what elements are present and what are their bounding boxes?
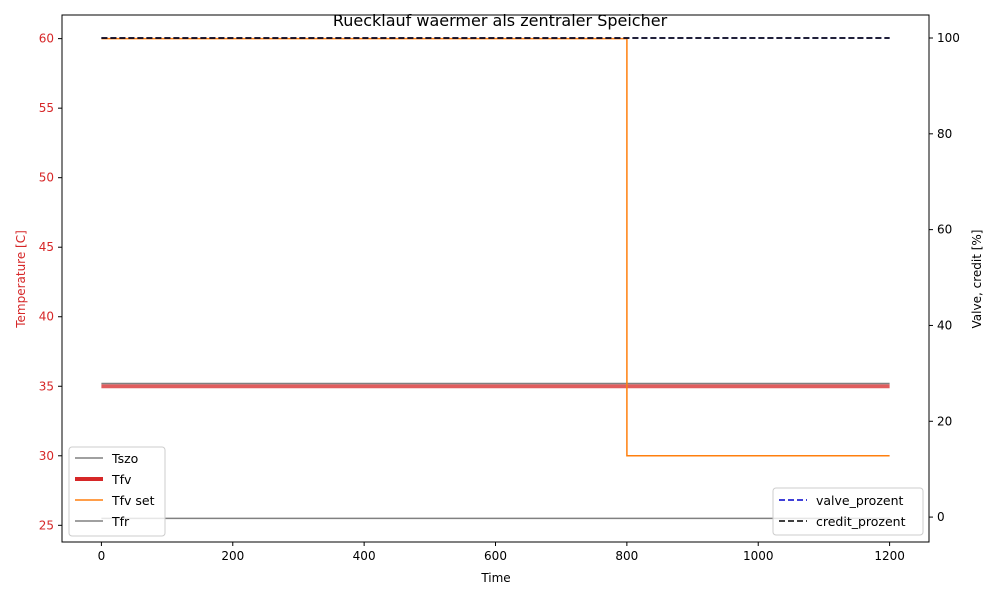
left-tick-label: 30 [39, 449, 54, 463]
left-tick-label: 40 [39, 310, 54, 324]
legend-right-label-1: credit_prozent [816, 514, 906, 529]
x-tick-label: 1000 [743, 549, 774, 563]
left-tick-label: 45 [39, 240, 54, 254]
right-tick-label: 40 [937, 318, 952, 332]
right-tick-label: 100 [937, 31, 960, 45]
x-axis-ticks: 0 200 400 600 800 1000 1200 [98, 542, 905, 563]
left-tick-label: 35 [39, 379, 54, 393]
series-layer [101, 37, 890, 520]
legend-right: valve_prozent credit_prozent [772, 487, 924, 536]
x-axis-label: Time [480, 571, 510, 585]
left-tick-label: 60 [39, 32, 54, 46]
legend-left-label-2: Tfv set [111, 493, 155, 508]
left-axis-label: Temperature [C] [14, 230, 28, 329]
left-axis-ticks: 25 30 35 40 45 50 55 60 [39, 32, 62, 532]
legend-left-box [68, 446, 166, 537]
right-axis-label: Valve, credit [%] [970, 230, 984, 329]
x-tick-label: 600 [484, 549, 507, 563]
right-axis-ticks: 0 20 40 60 80 100 [929, 31, 960, 524]
x-tick-label: 200 [221, 549, 244, 563]
left-tick-label: 55 [39, 101, 54, 115]
chart-title: Ruecklauf waermer als zentraler Speicher [333, 11, 668, 30]
legend-left: Tszo Tfv Tfv set Tfr [68, 446, 166, 537]
right-tick-label: 20 [937, 414, 952, 428]
legend-right-label-0: valve_prozent [816, 493, 903, 508]
right-tick-label: 0 [937, 510, 945, 524]
right-tick-label: 60 [937, 223, 952, 237]
x-tick-label: 0 [98, 549, 106, 563]
legend-right-box [772, 487, 924, 536]
legend-left-label-1: Tfv [111, 472, 132, 487]
legend-left-label-3: Tfr [111, 514, 130, 529]
x-tick-label: 1200 [874, 549, 905, 563]
right-tick-label: 80 [937, 127, 952, 141]
legend-left-label-0: Tszo [111, 451, 138, 466]
left-tick-label: 25 [39, 518, 54, 532]
left-tick-label: 50 [39, 171, 54, 185]
x-tick-label: 800 [615, 549, 638, 563]
x-tick-label: 400 [353, 549, 376, 563]
plot-area [62, 15, 929, 542]
